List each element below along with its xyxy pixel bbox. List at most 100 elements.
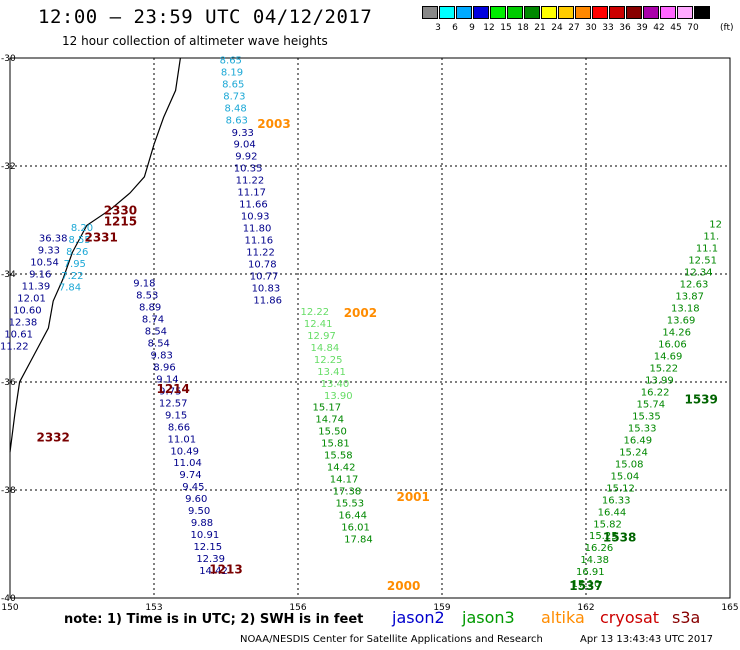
chart-title: 12:00 – 23:59 UTC 04/12/2017: [38, 6, 373, 28]
wave-height-label: 8.55: [68, 235, 90, 246]
wave-height-label: 10.93: [241, 212, 270, 223]
legend-swatch: [456, 6, 472, 19]
legend-label: 30: [585, 23, 597, 33]
wave-height-label: 12: [709, 220, 722, 231]
wave-height-label: 13.18: [671, 303, 700, 314]
wave-height-label: 13.90: [324, 391, 353, 402]
legend-swatch: [575, 6, 591, 19]
wave-height-label: 9.16: [29, 270, 51, 281]
credit-line: NOAA/NESDIS Center for Satellite Applica…: [240, 634, 543, 645]
wave-height-label: 13.69: [667, 315, 696, 326]
wave-height-label: 9.83: [151, 350, 173, 361]
pass-time-label: 2330: [104, 204, 137, 218]
wave-height-label: 7.84: [59, 283, 81, 294]
wave-height-label: 15.25: [589, 531, 618, 542]
wave-height-label: 14.17: [330, 475, 359, 486]
wave-height-label: 14.38: [580, 555, 609, 566]
wave-height-label: 10.49: [170, 446, 199, 457]
pass-time-label: 1214: [156, 382, 189, 396]
lat-tick-label: -30: [1, 54, 16, 64]
wave-height-label: 17.84: [344, 534, 373, 545]
wave-height-label: 16.91: [576, 567, 605, 578]
wave-height-label: 10.91: [191, 530, 220, 541]
wave-height-label: 14.74: [315, 415, 344, 426]
wave-height-label: 15.74: [636, 399, 665, 410]
pass-time-label: 2002: [344, 306, 377, 320]
wave-height-label: 15.82: [593, 519, 622, 530]
map-frame: [9, 57, 731, 599]
wave-height-label: 12.41: [304, 319, 333, 330]
wave-height-label: 11.39: [22, 282, 51, 293]
legend-label: 6: [452, 23, 458, 33]
legend-swatch: [609, 6, 625, 19]
wave-height-label: 8.74: [142, 314, 164, 325]
wave-height-label: 13.99: [645, 375, 674, 386]
wave-height-label: 12.63: [680, 280, 709, 291]
pass-time-label: 2001: [396, 490, 429, 504]
wave-height-label: 17.38: [333, 487, 362, 498]
wave-height-label: 10.78: [248, 260, 277, 271]
legend-swatch: [694, 6, 710, 19]
wave-height-label: 13.87: [675, 291, 704, 302]
wave-height-label: 36.38: [39, 234, 68, 245]
legend-swatch: [677, 6, 693, 19]
wave-height-label: 14.84: [311, 343, 340, 354]
wave-height-label: 14.42: [199, 566, 228, 577]
coastline: [9, 57, 181, 453]
wave-height-label: 16.44: [598, 507, 627, 518]
wave-height-label: 9.15: [165, 410, 187, 421]
wave-height-label: 9.33: [38, 246, 60, 257]
lat-tick-label: -34: [1, 270, 16, 280]
legend-swatch: [473, 6, 489, 19]
wave-height-label: 10.35: [234, 164, 263, 175]
wave-height-label: 11.01: [168, 434, 197, 445]
wave-height-label: 15.81: [321, 439, 350, 450]
chart-subtitle: 12 hour collection of altimeter wave hei…: [62, 34, 328, 48]
wave-height-label: 13.41: [317, 367, 346, 378]
wave-height-label: 11.80: [243, 224, 272, 235]
wave-height-label: 15.35: [632, 411, 661, 422]
generation-timestamp: Apr 13 13:43:43 UTC 2017: [580, 634, 713, 645]
pass-time-label: 1213: [209, 563, 242, 577]
pass-time-label: 2332: [36, 430, 69, 444]
wave-height-label: 15.22: [649, 363, 678, 374]
legend-swatch: [490, 6, 506, 19]
legend-swatch: [660, 6, 676, 19]
wave-height-label: 12.39: [196, 554, 225, 565]
wave-height-label: 9.88: [191, 518, 213, 529]
wave-height-label: 11.: [703, 232, 719, 243]
lat-tick-label: -38: [1, 486, 16, 496]
legend-swatch: [643, 6, 659, 19]
wave-height-label: 11.86: [253, 296, 282, 307]
wave-height-label: 12.34: [684, 268, 713, 279]
legend-label: 3: [435, 23, 441, 33]
wave-height-label: 7.95: [64, 259, 86, 270]
wave-height-label: 11.1: [696, 244, 718, 255]
wave-height-label: 14.69: [654, 351, 683, 362]
wave-height-label: 7.22: [61, 271, 83, 282]
legend-label: 33: [602, 23, 614, 33]
legend-swatch: [422, 6, 438, 19]
wave-height-label: 16.49: [624, 435, 653, 446]
legend-swatch: [626, 6, 642, 19]
wave-height-label: 9.33: [232, 128, 254, 139]
wave-height-label: 9.14: [156, 374, 178, 385]
lat-tick-label: -40: [1, 594, 16, 604]
lon-tick-label: 150: [1, 603, 18, 613]
wave-height-label: 15.33: [628, 423, 657, 434]
wave-height-label: 16.22: [641, 387, 670, 398]
map-grid: [9, 57, 731, 599]
wave-height-label: 10.77: [250, 272, 279, 283]
pass-time-label: 2000: [387, 579, 420, 593]
wave-height-label: 17.10: [572, 579, 601, 590]
wave-height-label: 8.26: [66, 247, 88, 258]
legend-label: 36: [619, 23, 631, 33]
wave-height-label: 12.51: [688, 256, 717, 267]
wave-height-label: 9.18: [133, 278, 155, 289]
wave-height-label: 15.12: [606, 483, 635, 494]
wave-height-label: 8.66: [168, 422, 190, 433]
legend-label: 21: [534, 23, 546, 33]
pass-time-label: 1538: [603, 530, 636, 544]
satellite-name: jason3: [462, 608, 515, 627]
lon-tick-label: 153: [145, 603, 162, 613]
